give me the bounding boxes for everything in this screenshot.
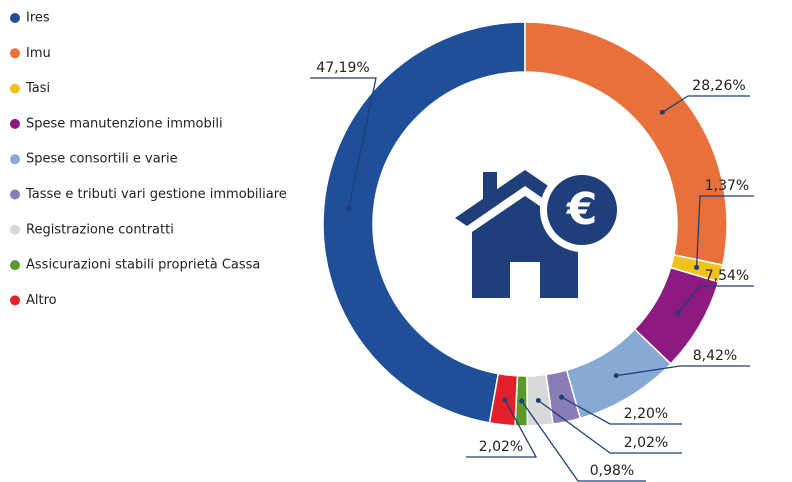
leader-line [521,400,646,482]
leader-line [661,95,750,113]
data-label: 8,42% [693,348,737,364]
leader-dot [659,109,665,115]
leader-dot [559,394,565,400]
leader-dot [346,205,352,211]
legend-swatch [10,295,20,306]
donut-slice [322,21,526,424]
leader-dot [675,310,681,316]
legend-swatch [10,224,20,235]
legend-label: Tasi [25,81,50,96]
leader-line [695,195,754,268]
leader-dot [502,397,508,403]
leader-dot [519,398,525,404]
legend-swatch [10,118,20,129]
leader-line [677,285,754,314]
leader-line [537,399,682,454]
legend-label: Tasse e tributi vari gestione immobiliar… [25,187,287,202]
legend-label: Assicurazioni stabili proprietà Cassa [26,258,260,273]
legend-label: Imu [26,46,51,61]
leader-line [310,77,377,209]
legend-swatch [10,13,20,23]
leader-line [561,396,682,425]
data-label: 7,54% [705,268,749,284]
legend-label: Spese manutenzione immobili [26,116,223,131]
data-label: 47,19% [316,60,369,76]
leader-dot [694,264,700,270]
svg-text:€: € [566,184,598,235]
leader-line [616,365,750,377]
legend-swatch [10,260,20,271]
legend-swatch [10,189,20,200]
data-label: 0,98% [590,463,634,479]
data-label: 2,02% [624,435,668,451]
legend-swatch [10,83,20,94]
legend-label: Registrazione contratti [26,222,174,237]
legend-label: Altro [26,293,57,308]
leader-dot [535,397,541,403]
data-label: 2,20% [624,406,668,422]
legend-label: Ires [26,11,50,26]
data-label: 1,37% [705,178,749,194]
data-label: 28,26% [692,78,745,94]
leader-dot [613,373,619,379]
house-icon: € [455,168,624,298]
legend-swatch [10,48,20,59]
leader-line [466,399,538,458]
legend-label: Spese consortili e varie [26,152,178,167]
legend-swatch [10,154,20,165]
data-label: 2,02% [479,439,523,455]
